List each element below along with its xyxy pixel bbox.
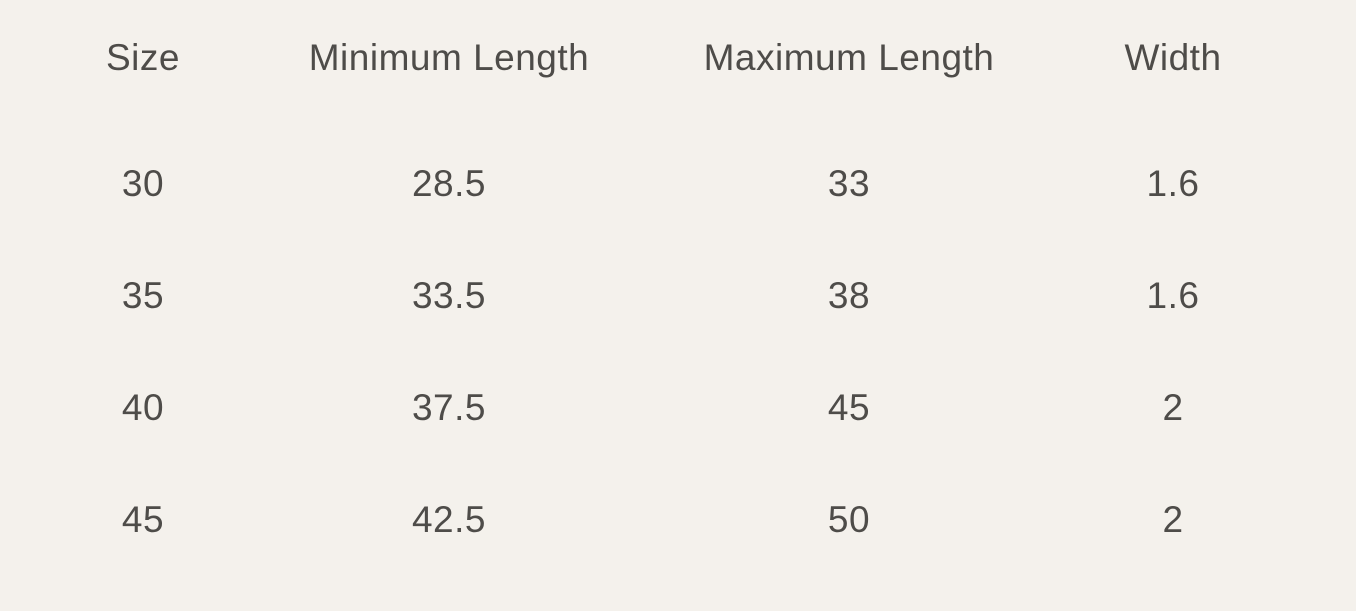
table-row: 45 42.5 50 2 [0,464,1260,576]
cell-minimum-length: 33.5 [411,275,486,316]
table-header-row: Size Minimum Length Maximum Length Width [0,0,1260,116]
cell-width: 2 [1162,387,1184,428]
cell-minimum-length: 28.5 [411,163,486,204]
column-header-width: Width [1124,37,1222,78]
cell-width: 1.6 [1146,163,1200,204]
cell-minimum-length: 37.5 [411,387,486,428]
size-chart-table: Size Minimum Length Maximum Length Width… [0,0,1260,576]
cell-size: 45 [121,499,165,540]
cell-size: 35 [121,275,165,316]
cell-width: 2 [1162,499,1184,540]
table-row: 30 28.5 33 1.6 [0,116,1260,240]
table-row: 40 37.5 45 2 [0,352,1260,464]
column-header-size: Size [106,37,180,78]
cell-maximum-length: 50 [827,499,871,540]
table-row: 35 33.5 38 1.6 [0,240,1260,352]
column-header-maximum-length: Maximum Length [703,37,995,78]
cell-maximum-length: 45 [827,387,871,428]
cell-width: 1.6 [1146,275,1200,316]
cell-size: 40 [121,387,165,428]
cell-maximum-length: 38 [827,275,871,316]
cell-maximum-length: 33 [827,163,871,204]
column-header-minimum-length: Minimum Length [308,37,590,78]
cell-minimum-length: 42.5 [411,499,486,540]
cell-size: 30 [121,163,165,204]
